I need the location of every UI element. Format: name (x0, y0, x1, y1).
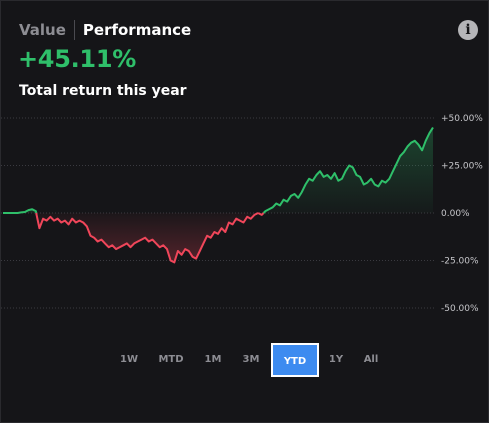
range-button-mtd[interactable]: MTD (158, 354, 184, 365)
y-tick-label: 0.00% (441, 209, 470, 219)
range-selector: 1W MTD 1M 3M YTD 1Y All (111, 342, 389, 378)
range-button-1y[interactable]: 1Y (328, 354, 344, 365)
performance-chart: +50.00% +25.00% 0.00% -25.00% -50.00% (1, 114, 483, 314)
range-button-1w[interactable]: 1W (120, 354, 138, 365)
y-tick-label: -25.00% (441, 257, 479, 267)
loss-area (36, 213, 259, 263)
chart-fill (3, 127, 433, 263)
chart-line (3, 126, 434, 264)
gain-line-segment (262, 126, 434, 214)
total-return-value: +45.11% (18, 45, 136, 73)
gain-area (3, 209, 37, 213)
y-tick-label: -50.00% (441, 304, 479, 314)
y-tick-label: +25.00% (441, 162, 483, 172)
y-tick-label: +50.00% (441, 114, 483, 124)
range-button-3m[interactable]: 3M (242, 354, 260, 365)
tab-divider (73, 20, 75, 40)
gain-area (263, 127, 433, 213)
gain-line-segment (3, 208, 38, 214)
range-button-all[interactable]: All (363, 354, 379, 365)
info-icon[interactable]: i (458, 20, 478, 40)
total-return-caption: Total return this year (19, 83, 187, 99)
range-button-ytd[interactable]: YTD (271, 343, 319, 377)
range-button-1m[interactable]: 1M (204, 354, 222, 365)
view-tabs: Value Performance (19, 20, 191, 40)
tab-performance[interactable]: Performance (82, 21, 192, 39)
tab-value[interactable]: Value (19, 21, 66, 39)
chart-y-axis: +50.00% +25.00% 0.00% -25.00% -50.00% (441, 114, 483, 314)
loss-line-segment (35, 212, 259, 264)
loss-line-segment (257, 212, 265, 216)
